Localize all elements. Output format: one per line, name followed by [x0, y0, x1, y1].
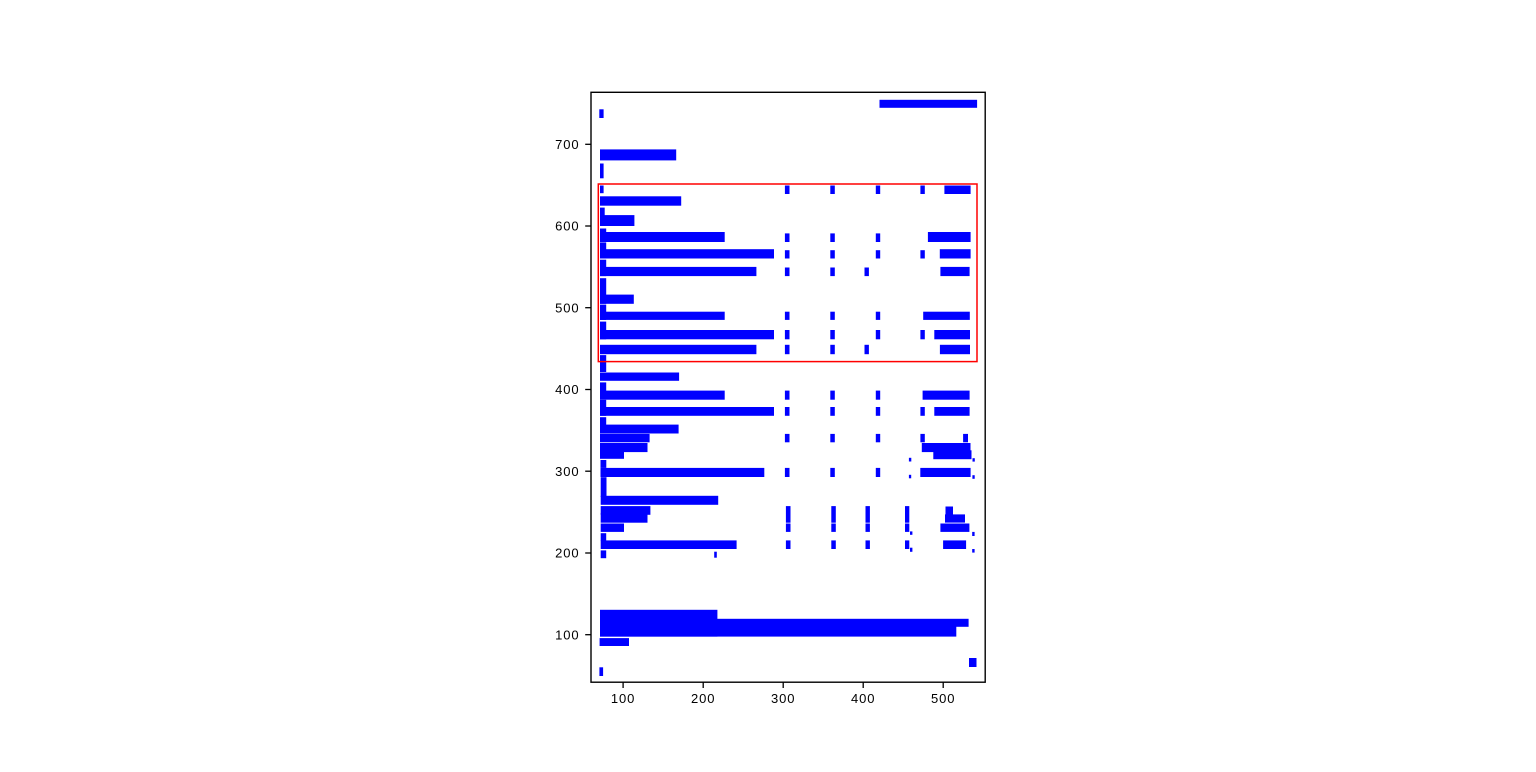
- svg-text:300: 300: [555, 464, 579, 479]
- svg-text:400: 400: [555, 382, 579, 397]
- svg-text:600: 600: [555, 219, 579, 234]
- svg-text:700: 700: [555, 137, 579, 152]
- svg-text:100: 100: [555, 627, 579, 642]
- svg-text:300: 300: [771, 691, 795, 706]
- svg-text:500: 500: [555, 300, 579, 315]
- svg-text:100: 100: [611, 691, 635, 706]
- svg-text:200: 200: [555, 546, 579, 561]
- svg-text:500: 500: [931, 691, 955, 706]
- svg-text:200: 200: [691, 691, 715, 706]
- svg-text:400: 400: [851, 691, 875, 706]
